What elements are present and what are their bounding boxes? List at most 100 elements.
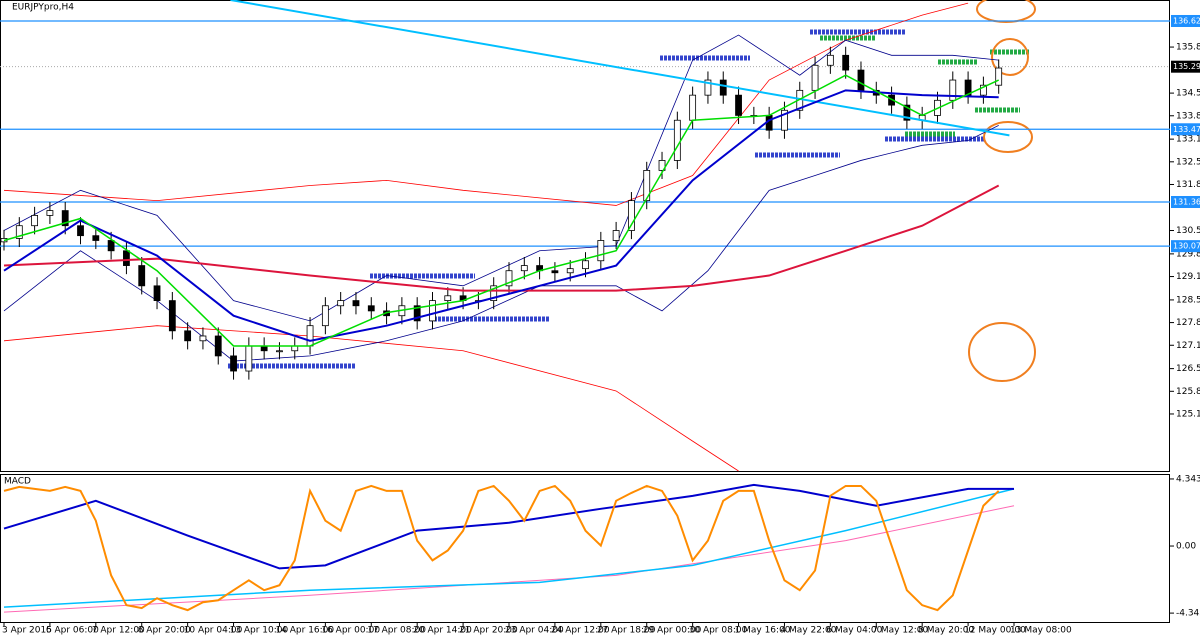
- x-tick-label: 1 May 16:00: [735, 626, 791, 636]
- y-tick-label: 125.85: [1176, 387, 1200, 397]
- indicator-line: [3, 89, 999, 342]
- x-tick-label: 21 Apr 20:00: [459, 626, 518, 636]
- chart-title: EURJPYpro,H4: [12, 3, 74, 13]
- candle-body: [995, 67, 1003, 86]
- indicator-line: [3, 184, 1000, 292]
- highlight-circle: [976, 0, 1036, 23]
- candle-body: [582, 260, 589, 270]
- x-tick-label: 17 Apr 08:00: [367, 626, 426, 636]
- y-tick-label: 128.51: [1176, 295, 1200, 305]
- level-tag: [1171, 240, 1200, 253]
- candle-body: [903, 104, 911, 121]
- level-tag: [1171, 196, 1200, 209]
- y-tick-label: 134.53: [1176, 89, 1200, 99]
- highlight-circle: [968, 322, 1036, 382]
- candle-body: [811, 64, 819, 91]
- candle-body: [842, 54, 850, 71]
- y-tick-label: 132.53: [1176, 157, 1200, 167]
- y-tick-label: 129.85: [1176, 249, 1200, 259]
- candle-body: [658, 160, 666, 171]
- candle-body: [321, 305, 329, 327]
- y-tick-label: 129.19: [1176, 272, 1200, 282]
- candle-body: [643, 169, 651, 202]
- level-label: 131.360: [1173, 198, 1200, 207]
- level-label: 136.629: [1173, 16, 1200, 25]
- candle-body: [138, 265, 146, 287]
- y-tick-label: -4.3438: [1176, 609, 1200, 619]
- candle-body: [597, 240, 605, 262]
- candle-body: [15, 225, 23, 239]
- candle-body: [199, 335, 207, 342]
- candle-body: [735, 94, 742, 116]
- candle-body: [92, 235, 100, 241]
- x-tick-label: 8 Apr 20:00: [138, 626, 191, 636]
- candle-body: [689, 94, 697, 121]
- x-tick-label: 7 Apr 12:00: [92, 626, 145, 636]
- x-tick-label: 12 May 00:00: [964, 626, 1026, 636]
- y-tick-label: 133.87: [1176, 111, 1200, 121]
- circles: [968, 0, 1036, 382]
- candle-body: [77, 225, 84, 237]
- candle-body: [245, 345, 253, 372]
- x-tick-label: 14 Apr 16:00: [275, 626, 334, 636]
- last-price-tag: [1171, 60, 1200, 73]
- candle-body: [214, 335, 222, 357]
- indicator-line: [3, 74, 1000, 347]
- y-tick-label: 130.53: [1176, 226, 1200, 236]
- candle-body: [337, 300, 345, 307]
- candle-body: [949, 79, 957, 101]
- highlight-circle: [983, 121, 1033, 153]
- y-tick-label: 126.51: [1176, 364, 1200, 374]
- y-tick-label: 133.19: [1176, 135, 1200, 145]
- candle-body: [857, 69, 865, 91]
- candle-body: [551, 270, 559, 274]
- candle-body: [490, 285, 498, 302]
- candle-body: [979, 84, 987, 96]
- candle-body: [276, 350, 283, 353]
- indicator-line: [3, 2, 969, 206]
- level-tag: [1171, 14, 1200, 27]
- candle-body: [306, 325, 314, 347]
- x-tick-label: 6 Apr 06:00: [46, 626, 99, 636]
- highlight-circle: [991, 38, 1029, 76]
- candle-body: [673, 119, 681, 161]
- indicator-line: [3, 125, 999, 362]
- x-tick-label: 30 Apr 08:00: [689, 626, 748, 636]
- candle-body: [429, 300, 436, 322]
- macd-label: MACD: [4, 477, 31, 487]
- candle-body: [153, 285, 161, 302]
- candle-body: [628, 200, 635, 231]
- y-tick-label: 0.00: [1176, 542, 1196, 552]
- x-tick-label: 20 Apr 14:00: [413, 626, 472, 636]
- candle-body: [719, 79, 727, 96]
- level-label: 133.477: [1173, 125, 1200, 134]
- x-tick-label: 13 Apr 10:00: [230, 626, 289, 636]
- level-label: 130.075: [1173, 242, 1200, 251]
- candle-body: [107, 240, 115, 252]
- indicator-line: [3, 483, 1014, 570]
- x-tick-label: 16 Apr 00:00: [321, 626, 380, 636]
- candle-body: [781, 109, 788, 131]
- indicator-line: [230, 0, 1010, 137]
- indicator-line: [3, 325, 739, 472]
- last-price-label: 135.299: [1173, 62, 1200, 71]
- candle-body: [444, 295, 452, 302]
- candle-body: [46, 210, 54, 216]
- y-tick-label: 131.87: [1176, 180, 1200, 190]
- candle-body: [964, 79, 972, 96]
- x-tick-label: 3 Apr 2015: [2, 626, 52, 636]
- x-tick-label: 8 May 20:00: [918, 626, 974, 636]
- y-tick-label: 125.19: [1176, 409, 1200, 419]
- x-tick-label: 4 May 22:00: [780, 626, 836, 636]
- main-frame: [0, 0, 1170, 472]
- x-tick-label: 27 Apr 18:00: [597, 626, 656, 636]
- candle-body: [826, 54, 834, 66]
- y-tick-label: 4.3438: [1176, 474, 1200, 484]
- candle-body: [168, 300, 176, 332]
- candle-body: [31, 215, 39, 227]
- y-tick-label: 127.19: [1176, 341, 1200, 351]
- x-tick-label: 23 Apr 04:00: [505, 626, 564, 636]
- candle-body: [520, 265, 528, 272]
- indicator-line: [3, 34, 999, 322]
- candle-body: [413, 305, 421, 322]
